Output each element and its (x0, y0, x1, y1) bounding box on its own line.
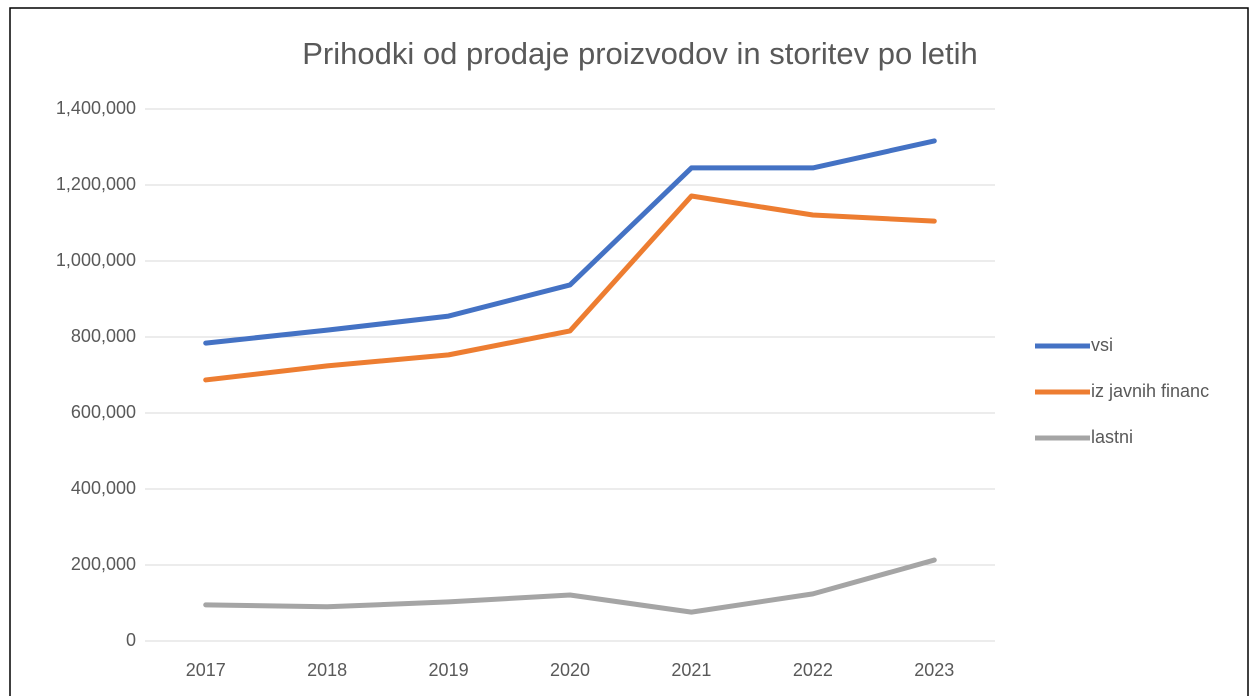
chart-border (9, 7, 1249, 696)
y-tick-label: 600,000 (71, 402, 136, 422)
y-tick-label: 1,400,000 (56, 98, 136, 118)
chart-title: Prihodki od prodaje proizvodov in storit… (302, 36, 978, 71)
legend-label: iz javnih financ (1091, 381, 1209, 401)
x-tick-label: 2022 (793, 660, 833, 680)
x-tick-label: 2018 (307, 660, 347, 680)
y-tick-label: 1,000,000 (56, 250, 136, 270)
x-tick-label: 2020 (550, 660, 590, 680)
y-tick-label: 1,200,000 (56, 174, 136, 194)
y-tick-label: 200,000 (71, 554, 136, 574)
series-line (203, 138, 937, 346)
series-line (203, 557, 937, 615)
y-tick-label: 400,000 (71, 478, 136, 498)
series-line (203, 193, 937, 383)
legend-label: vsi (1091, 335, 1113, 355)
x-tick-label: 2017 (186, 660, 226, 680)
legend-label: lastni (1091, 427, 1133, 447)
x-tick-label: 2021 (671, 660, 711, 680)
y-tick-label: 800,000 (71, 326, 136, 346)
y-tick-label: 0 (126, 630, 136, 650)
x-tick-label: 2019 (429, 660, 469, 680)
x-tick-label: 2023 (914, 660, 954, 680)
